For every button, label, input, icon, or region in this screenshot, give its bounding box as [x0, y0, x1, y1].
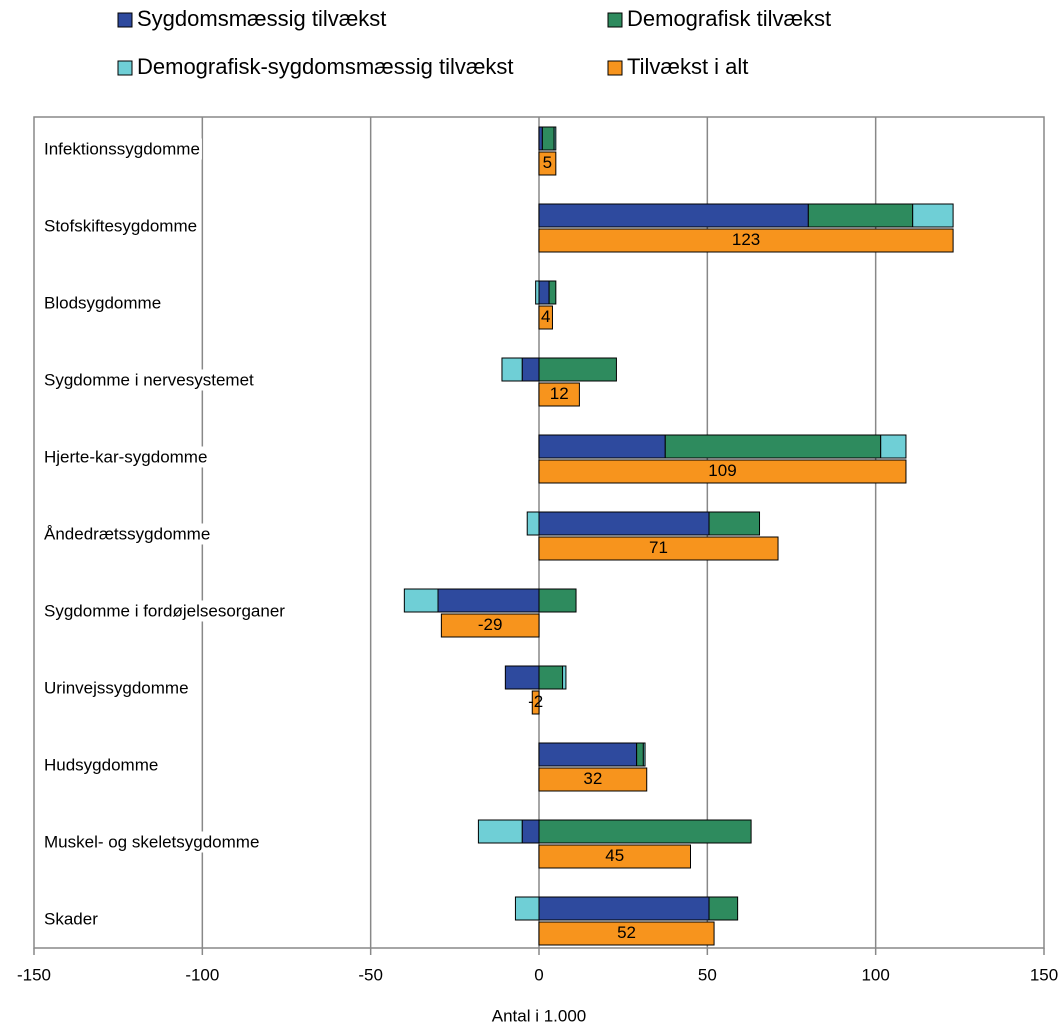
- legend-label: Sygdomsmæssig tilvækst: [137, 6, 386, 31]
- legend-label: Demografisk tilvækst: [627, 6, 831, 31]
- bar-segment: [548, 280, 557, 305]
- bar-segment: [538, 742, 638, 767]
- x-tick-label: -100: [185, 965, 219, 984]
- category-label: Infektionssygdomme: [44, 139, 200, 158]
- category-label: Hjerte-kar-sygdomme: [44, 447, 207, 466]
- bar-segment: [538, 280, 550, 305]
- bar-segment: [526, 511, 540, 536]
- total-bar: [538, 536, 779, 561]
- total-bar: [538, 767, 648, 792]
- legend-label: Tilvækst i alt: [627, 54, 748, 79]
- category-label: Åndedrætssygdomme: [44, 524, 210, 543]
- data-label: 5: [543, 153, 552, 172]
- label-background: [42, 369, 257, 391]
- bar-segment: [538, 819, 752, 844]
- bar-segment: [708, 511, 761, 536]
- bar-segment: [708, 896, 739, 921]
- label-background: [42, 908, 101, 930]
- x-tick-label: -50: [358, 965, 383, 984]
- x-tick-label: 50: [698, 965, 717, 984]
- legend-swatch: [117, 60, 133, 76]
- total-bar: [538, 844, 691, 869]
- legend-swatch: [607, 60, 623, 76]
- total-bar: [538, 459, 907, 484]
- bar-segment: [535, 280, 540, 305]
- bar-segment: [521, 819, 540, 844]
- category-label: Urinvejssygdomme: [44, 678, 189, 697]
- data-label: 123: [732, 230, 760, 249]
- label-background: [42, 523, 213, 545]
- x-tick-label: 150: [1030, 965, 1058, 984]
- label-background: [42, 754, 161, 776]
- data-label: 45: [605, 846, 624, 865]
- bar-segment: [912, 203, 954, 228]
- bar-segment: [880, 434, 907, 459]
- category-label: Blodsygdomme: [44, 293, 161, 312]
- total-bar: [440, 613, 540, 638]
- bar-segment: [541, 126, 555, 151]
- bar-segment: [807, 203, 914, 228]
- label-background: [42, 138, 202, 160]
- bar-segment: [477, 819, 523, 844]
- label-background: [42, 677, 191, 699]
- bar-segment: [538, 357, 617, 382]
- data-label: 12: [550, 384, 569, 403]
- legend-swatch: [607, 12, 623, 28]
- category-label: Sygdomme i fordøjelsesorganer: [44, 601, 285, 620]
- bar-segment: [664, 434, 882, 459]
- category-label: Hudsygdomme: [44, 755, 158, 774]
- data-label: -2: [528, 692, 543, 711]
- total-bar: [538, 382, 580, 407]
- bar-segment: [538, 665, 564, 690]
- total-bar: [538, 305, 553, 330]
- data-label: 4: [541, 307, 550, 326]
- bar-segment: [501, 357, 523, 382]
- bar-segment: [642, 742, 646, 767]
- label-background: [42, 831, 262, 853]
- bar-segment: [403, 588, 439, 613]
- legend-label: Demografisk-sygdomsmæssig tilvækst: [137, 54, 514, 79]
- category-label: Sygdomme i nervesystemet: [44, 370, 254, 389]
- category-label: Skader: [44, 909, 98, 928]
- bar-segment: [636, 742, 644, 767]
- bar-segment: [553, 126, 557, 151]
- bar-segment: [538, 434, 666, 459]
- bar-segment: [562, 665, 567, 690]
- label-background: [42, 446, 210, 468]
- x-axis-label: Antal i 1.000: [492, 1006, 587, 1025]
- bar-segment: [538, 588, 577, 613]
- x-tick-label: 0: [534, 965, 543, 984]
- bar-segment: [538, 896, 710, 921]
- bar-segment: [437, 588, 540, 613]
- total-bar: [538, 921, 715, 946]
- bar-segment: [538, 203, 809, 228]
- x-tick-label: -150: [17, 965, 51, 984]
- data-label: 109: [708, 461, 736, 480]
- data-label: -29: [478, 615, 503, 634]
- data-label: 52: [617, 923, 636, 942]
- label-background: [42, 292, 164, 314]
- label-background: [42, 600, 288, 622]
- total-bar: [531, 690, 540, 715]
- category-label: Muskel- og skeletsygdomme: [44, 832, 259, 851]
- data-label: 32: [583, 769, 602, 788]
- legend-swatch: [117, 12, 133, 28]
- bar-segment: [538, 126, 543, 151]
- total-bar: [538, 228, 954, 253]
- bar-segment: [514, 896, 540, 921]
- bar-segment: [521, 357, 540, 382]
- category-label: Stofskiftesygdomme: [44, 216, 197, 235]
- x-tick-label: 100: [861, 965, 889, 984]
- data-label: 71: [649, 538, 668, 557]
- bar-segment: [504, 665, 540, 690]
- bar-segment: [538, 511, 710, 536]
- label-background: [42, 215, 200, 237]
- total-bar: [538, 151, 557, 176]
